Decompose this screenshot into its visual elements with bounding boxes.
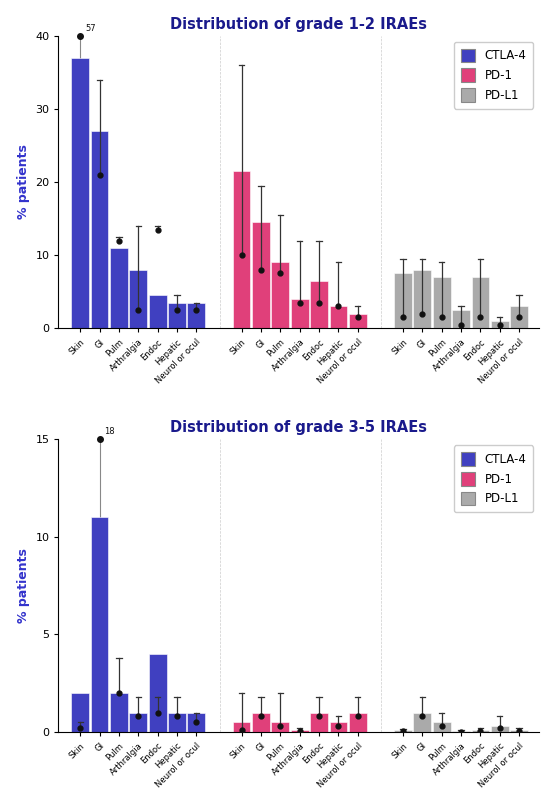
Bar bbox=[452, 310, 470, 328]
Bar bbox=[252, 222, 270, 328]
Bar bbox=[110, 248, 128, 328]
Bar bbox=[187, 713, 205, 732]
Y-axis label: % patients: % patients bbox=[17, 548, 30, 623]
Bar bbox=[91, 131, 108, 328]
Bar bbox=[91, 517, 108, 732]
Bar bbox=[252, 713, 270, 732]
Bar bbox=[330, 722, 348, 732]
Bar bbox=[349, 314, 366, 328]
Bar bbox=[291, 730, 309, 732]
Bar bbox=[130, 713, 147, 732]
Bar bbox=[349, 713, 366, 732]
Legend: CTLA-4, PD-1, PD-L1: CTLA-4, PD-1, PD-L1 bbox=[454, 445, 533, 513]
Bar bbox=[271, 722, 289, 732]
Bar bbox=[330, 306, 348, 328]
Bar bbox=[232, 722, 250, 732]
Bar bbox=[433, 277, 450, 328]
Legend: CTLA-4, PD-1, PD-L1: CTLA-4, PD-1, PD-L1 bbox=[454, 42, 533, 109]
Text: 18: 18 bbox=[105, 427, 115, 436]
Bar bbox=[310, 280, 328, 328]
Bar bbox=[71, 57, 89, 328]
Bar bbox=[149, 296, 166, 328]
Bar bbox=[110, 693, 128, 732]
Bar bbox=[471, 730, 489, 732]
Bar bbox=[510, 730, 528, 732]
Bar bbox=[491, 726, 509, 732]
Title: Distribution of grade 3-5 IRAEs: Distribution of grade 3-5 IRAEs bbox=[170, 421, 428, 435]
Bar bbox=[394, 273, 412, 328]
Bar bbox=[130, 270, 147, 328]
Bar bbox=[187, 303, 205, 328]
Bar bbox=[271, 263, 289, 328]
Bar bbox=[452, 731, 470, 732]
Bar bbox=[414, 713, 431, 732]
Bar bbox=[471, 277, 489, 328]
Bar bbox=[149, 654, 166, 732]
Title: Distribution of grade 1-2 IRAEs: Distribution of grade 1-2 IRAEs bbox=[170, 17, 428, 31]
Bar bbox=[168, 303, 186, 328]
Bar bbox=[394, 730, 412, 732]
Y-axis label: % patients: % patients bbox=[17, 144, 29, 219]
Bar bbox=[291, 299, 309, 328]
Bar bbox=[414, 270, 431, 328]
Text: 57: 57 bbox=[85, 23, 96, 33]
Bar bbox=[168, 713, 186, 732]
Bar bbox=[491, 321, 509, 328]
Bar bbox=[310, 713, 328, 732]
Bar bbox=[510, 306, 528, 328]
Bar bbox=[433, 722, 450, 732]
Bar bbox=[71, 693, 89, 732]
Bar bbox=[232, 171, 250, 328]
